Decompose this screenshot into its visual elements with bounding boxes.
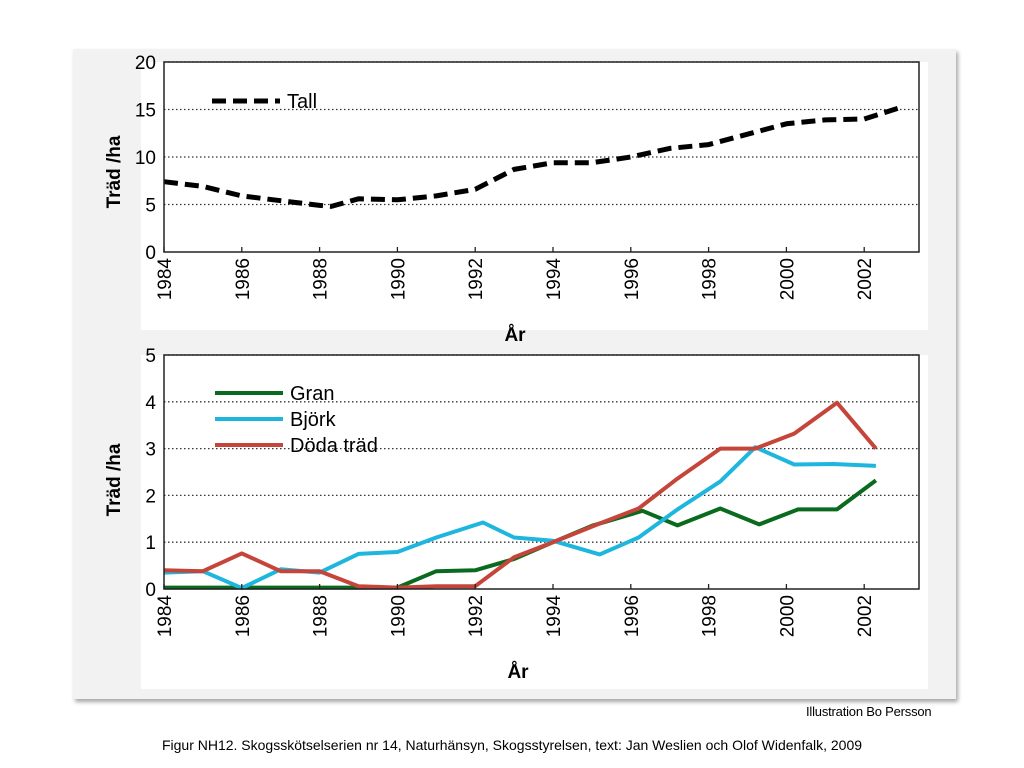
chart-bottom-y-ticks: 0 1 2 3 4 5: [145, 346, 156, 601]
chart-tall: 0 5 10 15 20 1984 1986 1988 1990 1992 1994 1996 199…: [104, 53, 928, 346]
y-tick-label: 20: [135, 53, 156, 74]
y-tick-label: 1: [145, 533, 156, 554]
x-tick-label: 1994: [544, 258, 565, 301]
chart-tall-background: [141, 62, 928, 330]
series-line-doda-trad: [163, 400, 878, 590]
legend-label-doda-trad: Döda träd: [290, 435, 378, 457]
y-tick-label: 15: [135, 101, 156, 122]
x-tick-label: 1998: [700, 595, 721, 637]
x-tick-label: 1984: [155, 258, 176, 301]
legend-label-tall: Tall: [287, 91, 317, 113]
x-tick-label: 1998: [700, 258, 721, 300]
x-tick-label: 1994: [544, 595, 565, 638]
x-tick-label: 1990: [388, 595, 409, 637]
chart-tall-x-axis-label: År: [504, 325, 526, 346]
y-tick-label: 5: [145, 346, 156, 367]
chart-tall-x-ticks: 1984 1986 1988 1990 1992 1994 1996 1998 2000 2002: [155, 247, 876, 300]
legend-label-gran: Gran: [290, 383, 334, 405]
chart-bottom-plot-frame: [163, 354, 920, 590]
chart-bottom-background: [141, 355, 928, 689]
y-tick-label: 10: [135, 148, 156, 169]
y-tick-label: 0: [145, 580, 156, 601]
y-tick-label: 2: [145, 486, 156, 507]
chart-bottom-x-ticks: 1984 1986 1988 1990 1992 1994 1996 1998 2000 2002: [155, 584, 876, 637]
x-tick-label: 2002: [855, 258, 876, 300]
chart-bottom-x-axis-label: År: [507, 662, 529, 683]
chart-bottom-y-axis-label: Träd /ha: [104, 443, 125, 516]
chart-tall-legend: Tall: [212, 91, 317, 113]
legend-label-bjork: Björk: [290, 409, 337, 431]
chart-tall-y-ticks: 0 5 10 15 20: [135, 53, 156, 264]
chart-gran-bjork-doda: 0 1 2 3 4 5 1984 1986 1988 1990 1992 1994 1996 1998 2…: [104, 346, 928, 689]
x-tick-label: 1986: [233, 595, 254, 637]
chart-bottom-series: [163, 400, 878, 591]
x-tick-label: 1986: [233, 258, 254, 300]
x-tick-label: 1984: [155, 595, 176, 638]
y-tick-label: 3: [145, 440, 156, 461]
series-line-tall: [163, 104, 904, 209]
x-tick-label: 1992: [466, 595, 487, 637]
x-tick-label: 1996: [622, 595, 643, 637]
chart-tall-plot-frame: [163, 61, 920, 253]
chart-bottom-legend: Gran Björk Döda träd: [215, 383, 378, 457]
y-tick-label: 0: [145, 243, 156, 264]
chart-tall-series: [163, 104, 904, 209]
x-tick-label: 2000: [777, 258, 798, 300]
illustration-credit: Illustration Bo Persson: [806, 704, 932, 719]
x-tick-label: 1988: [311, 258, 332, 300]
x-tick-label: 1988: [311, 595, 332, 637]
x-tick-label: 1996: [622, 258, 643, 300]
x-tick-label: 2002: [855, 595, 876, 637]
y-tick-label: 5: [145, 196, 156, 217]
x-tick-label: 1990: [388, 258, 409, 300]
y-tick-label: 4: [145, 393, 156, 414]
chart-tall-y-axis-label: Träd /ha: [104, 135, 125, 208]
x-tick-label: 2000: [777, 595, 798, 637]
figure-caption: Figur NH12. Skogsskötselserien nr 14, Na…: [161, 737, 863, 753]
x-tick-label: 1992: [466, 258, 487, 300]
